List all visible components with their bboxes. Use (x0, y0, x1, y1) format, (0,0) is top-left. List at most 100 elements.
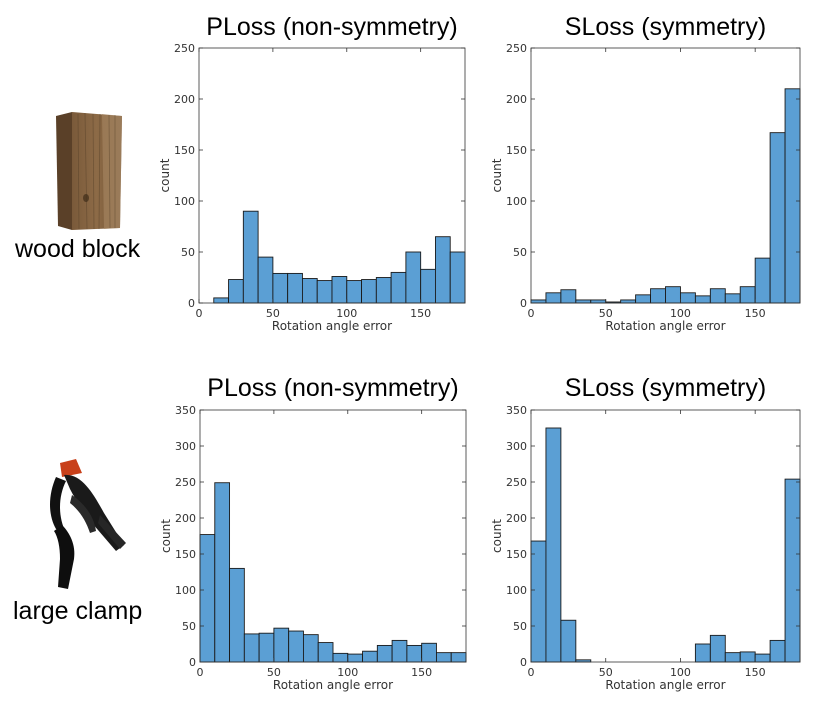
histogram-bar (650, 288, 666, 304)
histogram-bar (530, 299, 547, 304)
y-tick-label: 100 (506, 195, 527, 208)
y-tick-label: 250 (174, 42, 195, 55)
histogram-bar (724, 293, 741, 304)
x-tick-label: 0 (528, 666, 535, 679)
histogram-bar (665, 286, 681, 304)
axes-frame (530, 409, 801, 663)
histogram-bar (769, 132, 786, 304)
y-tick-label: 250 (175, 476, 196, 489)
histogram-bar (288, 630, 304, 663)
histogram-bar (316, 280, 333, 304)
histogram-bar (242, 210, 259, 304)
x-tick-label: 150 (410, 307, 431, 320)
y-axis-label: count (159, 519, 173, 553)
histogram-bar (346, 280, 363, 304)
y-tick-label: 0 (188, 297, 195, 310)
chart-title: PLoss (non-symmetry) (206, 13, 457, 41)
histogram-bar (450, 652, 467, 663)
y-tick-label: 150 (174, 144, 195, 157)
histogram-bar (620, 299, 637, 304)
x-tick-label: 100 (670, 307, 691, 320)
histogram-bar (317, 642, 334, 663)
y-tick-label: 150 (506, 144, 527, 157)
histogram-bar (754, 257, 771, 304)
x-axis-label: Rotation angle error (605, 678, 725, 692)
histogram-bar (784, 478, 801, 663)
x-axis-label: Rotation angle error (272, 319, 392, 333)
histogram-bar (421, 642, 437, 663)
histogram-bar (709, 634, 726, 663)
x-tick-label: 100 (336, 307, 357, 320)
histogram-bar (287, 272, 303, 304)
histogram-bar (362, 650, 378, 663)
y-tick-label: 300 (506, 440, 527, 453)
histogram-bar (257, 256, 274, 304)
y-tick-label: 150 (506, 548, 527, 561)
y-axis-label: count (490, 158, 504, 192)
histogram-bar (709, 288, 726, 304)
histogram-bar (545, 427, 562, 663)
y-tick-label: 350 (175, 404, 196, 417)
histogram-bar (530, 540, 547, 663)
histogram-bar (258, 632, 275, 663)
histogram-bar (272, 272, 289, 304)
x-tick-label: 100 (670, 666, 691, 679)
histogram-bar (375, 277, 392, 304)
x-tick-label: 50 (599, 666, 613, 679)
histogram-bar (590, 299, 607, 304)
x-tick-label: 50 (267, 666, 281, 679)
histogram-bar (332, 652, 349, 663)
histogram-bar (243, 633, 260, 663)
histogram-bar (229, 567, 245, 663)
histogram-bar (679, 292, 696, 304)
y-tick-label: 300 (175, 440, 196, 453)
y-tick-label: 250 (506, 476, 527, 489)
histogram-chart-1: SLoss (symmetry) 0 50 100 150 200 250 0 50 100 150… (490, 13, 801, 333)
large-clamp-image (50, 459, 126, 589)
object-label-wood-block: wood block (15, 235, 141, 263)
histogram-bar (694, 295, 711, 304)
histogram-bar (754, 653, 771, 663)
y-tick-label: 0 (520, 297, 527, 310)
wood-block-image (56, 112, 122, 230)
histogram-bar (575, 299, 592, 304)
histogram-bar (435, 652, 452, 663)
histogram-bar (420, 268, 436, 304)
y-axis-label: count (158, 158, 172, 192)
histogram-bar (347, 653, 364, 663)
axes-frame (199, 409, 467, 663)
object-label-large-clamp: large clamp (13, 597, 143, 625)
y-tick-label: 150 (175, 548, 196, 561)
histogram-bar (769, 639, 786, 663)
histogram-bar (560, 619, 577, 663)
y-tick-label: 350 (506, 404, 527, 417)
x-tick-label: 150 (745, 307, 766, 320)
y-tick-label: 200 (175, 512, 196, 525)
x-tick-label: 100 (337, 666, 358, 679)
histogram-bar (739, 286, 756, 304)
y-tick-label: 200 (506, 93, 527, 106)
y-tick-label: 100 (174, 195, 195, 208)
x-tick-label: 50 (266, 307, 280, 320)
x-tick-label: 150 (411, 666, 432, 679)
histogram-bar (390, 271, 407, 304)
histogram-bar (635, 294, 652, 304)
y-tick-label: 50 (182, 620, 196, 633)
histogram-bar (449, 251, 466, 304)
histogram-bar (361, 279, 377, 304)
y-tick-label: 50 (181, 246, 195, 259)
x-tick-label: 50 (599, 307, 613, 320)
histogram-bar (391, 639, 408, 663)
histogram-bar (302, 634, 319, 663)
x-axis-label: Rotation angle error (273, 678, 393, 692)
histogram-bar (694, 643, 711, 663)
histogram-bar (405, 251, 422, 304)
chart-title: SLoss (symmetry) (565, 374, 766, 402)
histogram-chart-3: SLoss (symmetry) 0 50 100 150 200 250 300 350 0 50… (490, 374, 801, 692)
x-tick-label: 0 (197, 666, 204, 679)
histogram-bar (406, 644, 423, 663)
axes-frame (198, 47, 466, 304)
histogram-bar (214, 482, 231, 663)
histogram-bar (228, 279, 244, 304)
